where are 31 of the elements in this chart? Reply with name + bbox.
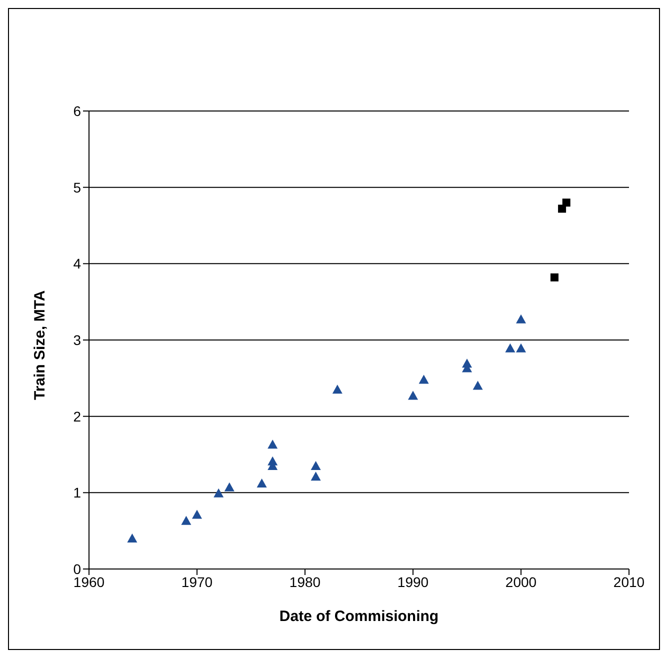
point	[516, 343, 526, 352]
y-tick-label: 2	[73, 408, 82, 424]
point	[418, 374, 429, 384]
point	[550, 273, 558, 282]
x-tick-label: 1970	[181, 574, 213, 590]
point	[268, 440, 278, 449]
point	[472, 380, 483, 390]
x-tick-label: 2010	[613, 574, 645, 590]
x-tick-label: 1990	[397, 574, 429, 590]
y-axis-title: Train Size, MTA	[31, 290, 48, 400]
point	[562, 198, 570, 207]
point	[310, 472, 321, 481]
y-tick-label: 6	[73, 102, 82, 119]
point	[516, 314, 526, 324]
point	[310, 460, 321, 470]
point	[192, 510, 202, 519]
y-tick-label: 3	[73, 332, 82, 348]
y-tick-label: 4	[73, 256, 82, 272]
y-tick-label: 5	[73, 179, 82, 196]
point	[214, 488, 224, 498]
point	[224, 482, 234, 492]
point	[181, 516, 192, 525]
point	[505, 343, 516, 352]
x-tick-label: 1980	[289, 574, 321, 590]
point	[332, 384, 342, 394]
point	[408, 390, 418, 400]
x-tick-label: 2000	[505, 574, 537, 590]
y-tick-label: 1	[73, 484, 82, 501]
x-axis-title: Date of Commisioning	[279, 608, 439, 625]
point	[256, 478, 267, 488]
point	[127, 533, 138, 542]
